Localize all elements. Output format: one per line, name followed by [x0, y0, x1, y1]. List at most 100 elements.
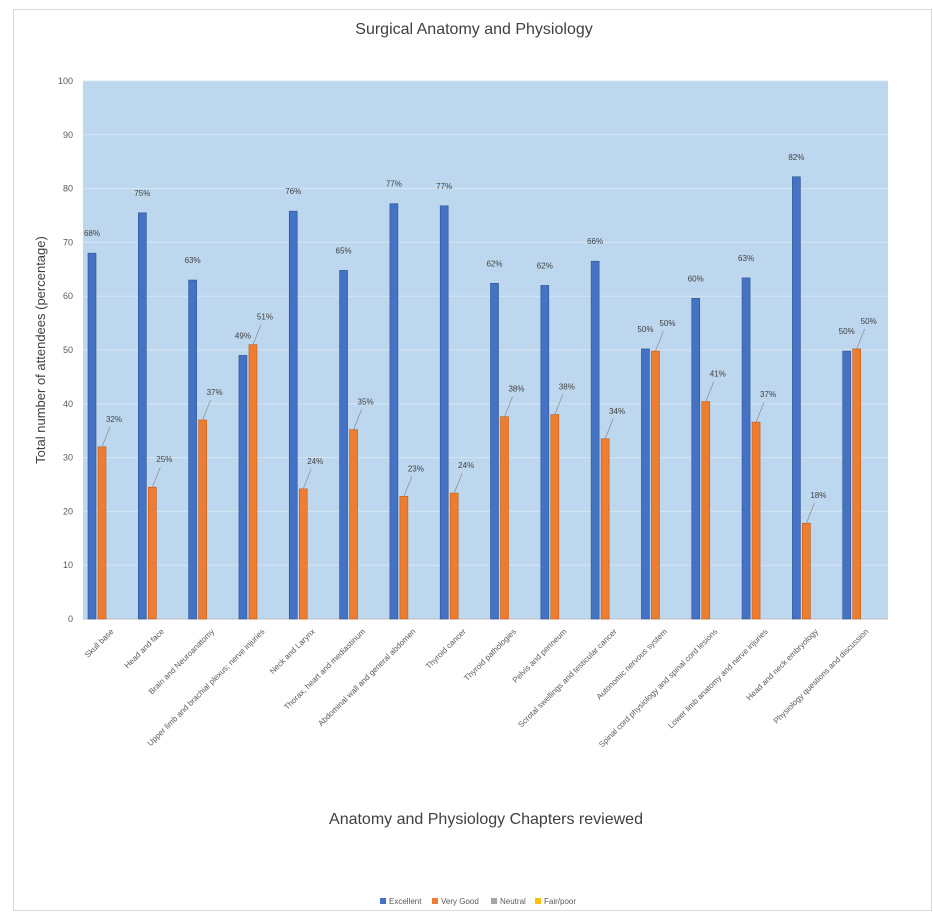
legend-swatch: [380, 898, 386, 904]
bar-very-good: [97, 446, 107, 620]
bar-very-good: [449, 492, 459, 620]
x-tick-label: Head and face: [123, 627, 167, 671]
chart-frame: [13, 9, 932, 911]
data-label-excellent: 77%: [436, 182, 452, 191]
y-tick-label: 0: [68, 614, 73, 624]
bar-excellent: [288, 210, 298, 620]
leader-line: [554, 394, 564, 415]
data-label-excellent: 63%: [738, 254, 754, 263]
data-label-excellent: 50%: [637, 325, 653, 334]
chart-title: Surgical Anatomy and Physiology: [355, 21, 592, 38]
x-tick-label: Scrotal swellings and testicular cancer: [516, 627, 618, 729]
y-tick-label: 50: [63, 345, 73, 355]
x-tick-label: Physiology questions and discussion: [772, 627, 871, 726]
y-tick-label: 100: [58, 76, 73, 86]
bars: [87, 176, 861, 620]
x-tick-label: Pelvis and perineum: [511, 627, 569, 685]
y-axis-ticks: 0 10 20 30 40 50 60 70 80 90 100: [58, 76, 73, 624]
leader-line: [101, 426, 111, 447]
data-label-very-good: 37%: [760, 390, 776, 399]
leader-line: [353, 409, 362, 430]
y-tick-label: 90: [63, 130, 73, 140]
data-labels: 68% 32% 75% 25% 63% 37% 49% 51% 76% 24% 65% 35% 77% 2…: [84, 153, 877, 500]
data-label-very-good: 37%: [207, 388, 223, 397]
bar-excellent: [490, 282, 499, 620]
data-label-very-good: 35%: [358, 398, 374, 407]
data-label-very-good: 34%: [609, 407, 625, 416]
x-axis-title: Anatomy and Physiology Chapters reviewed: [329, 811, 643, 828]
data-label-excellent: 60%: [688, 274, 704, 283]
bar-very-good: [500, 416, 509, 620]
y-tick-label: 20: [63, 506, 73, 516]
data-label-very-good: 24%: [458, 461, 474, 470]
bar-excellent: [641, 348, 650, 620]
leader-line: [202, 399, 211, 421]
bar-very-good: [701, 401, 711, 620]
data-label-excellent: 62%: [486, 259, 502, 268]
leader-line: [755, 401, 765, 423]
bar-excellent: [842, 350, 851, 620]
leader-line: [403, 476, 413, 497]
bar-very-good: [399, 496, 409, 620]
leader-line: [604, 418, 614, 439]
bar-very-good: [248, 344, 258, 620]
leader-line: [856, 328, 865, 350]
bar-excellent: [138, 212, 147, 620]
y-axis-title: Total number of attendees (percentage): [33, 236, 48, 464]
data-label-very-good: 41%: [710, 370, 726, 379]
x-tick-label: Skull base: [83, 627, 116, 660]
x-tick-label: Thyroid pathologies: [462, 627, 518, 683]
legend-label: Excellent: [389, 897, 422, 906]
y-tick-label: 80: [63, 184, 73, 194]
y-tick-label: 30: [63, 453, 73, 463]
leader-line: [806, 503, 815, 524]
leader-line: [302, 468, 312, 489]
legend-swatch: [535, 898, 541, 904]
x-tick-label: Neck and Larynx: [268, 627, 317, 676]
data-label-very-good: 18%: [810, 491, 826, 500]
leader-line: [252, 324, 262, 345]
bar-excellent: [188, 279, 197, 620]
x-tick-label: Upper limb and brachial plexus; nerve in…: [146, 627, 267, 748]
data-label-very-good: 23%: [408, 464, 424, 473]
legend-label: Very Good: [441, 897, 479, 906]
bar-very-good: [802, 522, 811, 620]
data-label-excellent: 66%: [587, 237, 603, 246]
leader-line: [453, 472, 463, 494]
data-label-excellent: 63%: [185, 256, 201, 265]
y-tick-label: 40: [63, 399, 73, 409]
leader-line: [504, 396, 513, 417]
bar-excellent: [238, 355, 248, 620]
data-label-very-good: 24%: [307, 457, 323, 466]
bar-excellent: [439, 205, 449, 620]
legend-label: Neutral: [500, 897, 526, 906]
bar-very-good: [349, 429, 358, 620]
bar-excellent: [792, 176, 801, 620]
data-label-excellent: 50%: [839, 327, 855, 336]
leader-line: [152, 467, 161, 488]
bar-excellent: [389, 203, 399, 620]
bar-excellent: [741, 277, 751, 620]
data-label-excellent: 62%: [537, 261, 553, 270]
bar-excellent: [540, 285, 550, 620]
legend-swatch: [432, 898, 438, 904]
data-label-excellent: 68%: [84, 229, 100, 238]
bar-very-good: [148, 486, 157, 620]
x-tick-label: Lower limb anatomy and nerve injuries: [666, 627, 769, 730]
bar-very-good: [751, 421, 761, 620]
data-label-very-good: 50%: [861, 317, 877, 326]
bar-very-good: [198, 419, 207, 620]
bar-very-good: [550, 414, 560, 620]
bar-very-good: [651, 350, 660, 620]
leader-line: [705, 381, 715, 402]
leader-line: [655, 330, 664, 352]
bar-excellent: [691, 298, 701, 620]
data-label-excellent: 49%: [235, 331, 251, 340]
label-leader-lines: [101, 324, 865, 524]
y-tick-label: 60: [63, 291, 73, 301]
bar-excellent: [590, 260, 600, 620]
bar-very-good: [600, 438, 610, 620]
x-tick-label: Abdominal wall and general abdomen: [316, 627, 417, 728]
data-label-excellent: 76%: [285, 187, 301, 196]
